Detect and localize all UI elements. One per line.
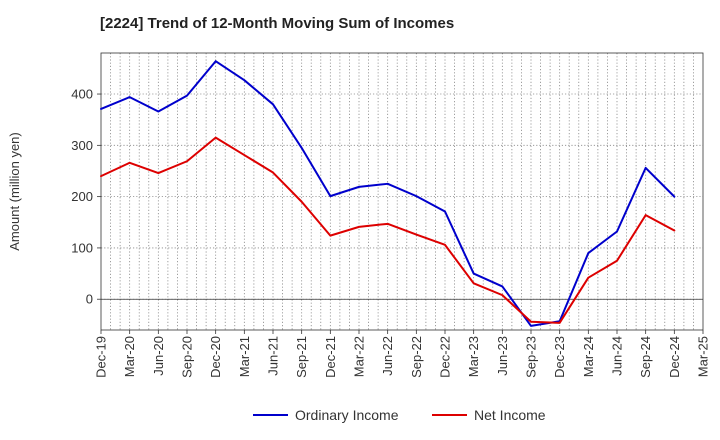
x-tick-label: Mar-24 [581, 336, 596, 377]
x-tick-label: Mar-23 [466, 336, 481, 377]
x-tick-label: Dec-21 [323, 336, 338, 378]
legend-label-ordinary-income: Ordinary Income [295, 407, 399, 423]
plot-area [101, 53, 703, 330]
y-tick-label: 300 [71, 138, 93, 153]
x-tick-label: Mar-22 [352, 336, 367, 377]
x-tick-label: Mar-21 [237, 336, 252, 377]
x-tick-label: Sep-22 [409, 336, 424, 378]
legend: Ordinary Income Net Income [253, 407, 546, 423]
x-tick-label: Jun-23 [495, 336, 510, 376]
x-tick-label: Dec-23 [552, 336, 567, 378]
x-tick-label: Jun-24 [610, 336, 625, 376]
x-tick-label: Dec-22 [438, 336, 453, 378]
x-tick-label: Sep-23 [524, 336, 539, 378]
x-tick-label: Mar-20 [122, 336, 137, 377]
chart-title: [2224] Trend of 12-Month Moving Sum of I… [100, 15, 455, 32]
series-line-ordinary-income [100, 60, 676, 327]
grid-lines [101, 53, 703, 330]
x-tick-label: Jun-20 [151, 336, 166, 376]
series-lines [100, 60, 676, 327]
x-tick-label: Dec-19 [94, 336, 109, 378]
plot-frame [100, 52, 704, 331]
y-tick-label: 100 [71, 240, 93, 255]
x-tick-label: Jun-22 [380, 336, 395, 376]
x-tick-label: Jun-21 [266, 336, 281, 376]
x-tick-label: Dec-24 [667, 336, 682, 378]
series-line-net-income [100, 136, 676, 324]
legend-label-net-income: Net Income [474, 407, 546, 423]
x-tick-label: Sep-21 [294, 336, 309, 378]
x-tick-label: Dec-20 [208, 336, 223, 378]
axes: 0 100 200 300 400 Dec-19 Mar-20 Jun-20 Sep-20 Dec… [7, 52, 711, 378]
x-tick-label: Sep-24 [638, 336, 653, 378]
x-tick-label: Mar-25 [696, 336, 711, 377]
y-tick-label: 200 [71, 189, 93, 204]
x-tick-label: Sep-20 [180, 336, 195, 378]
y-tick-label: 400 [71, 87, 93, 102]
y-tick-label: 0 [86, 292, 93, 307]
y-axis-title: Amount (million yen) [7, 132, 22, 251]
